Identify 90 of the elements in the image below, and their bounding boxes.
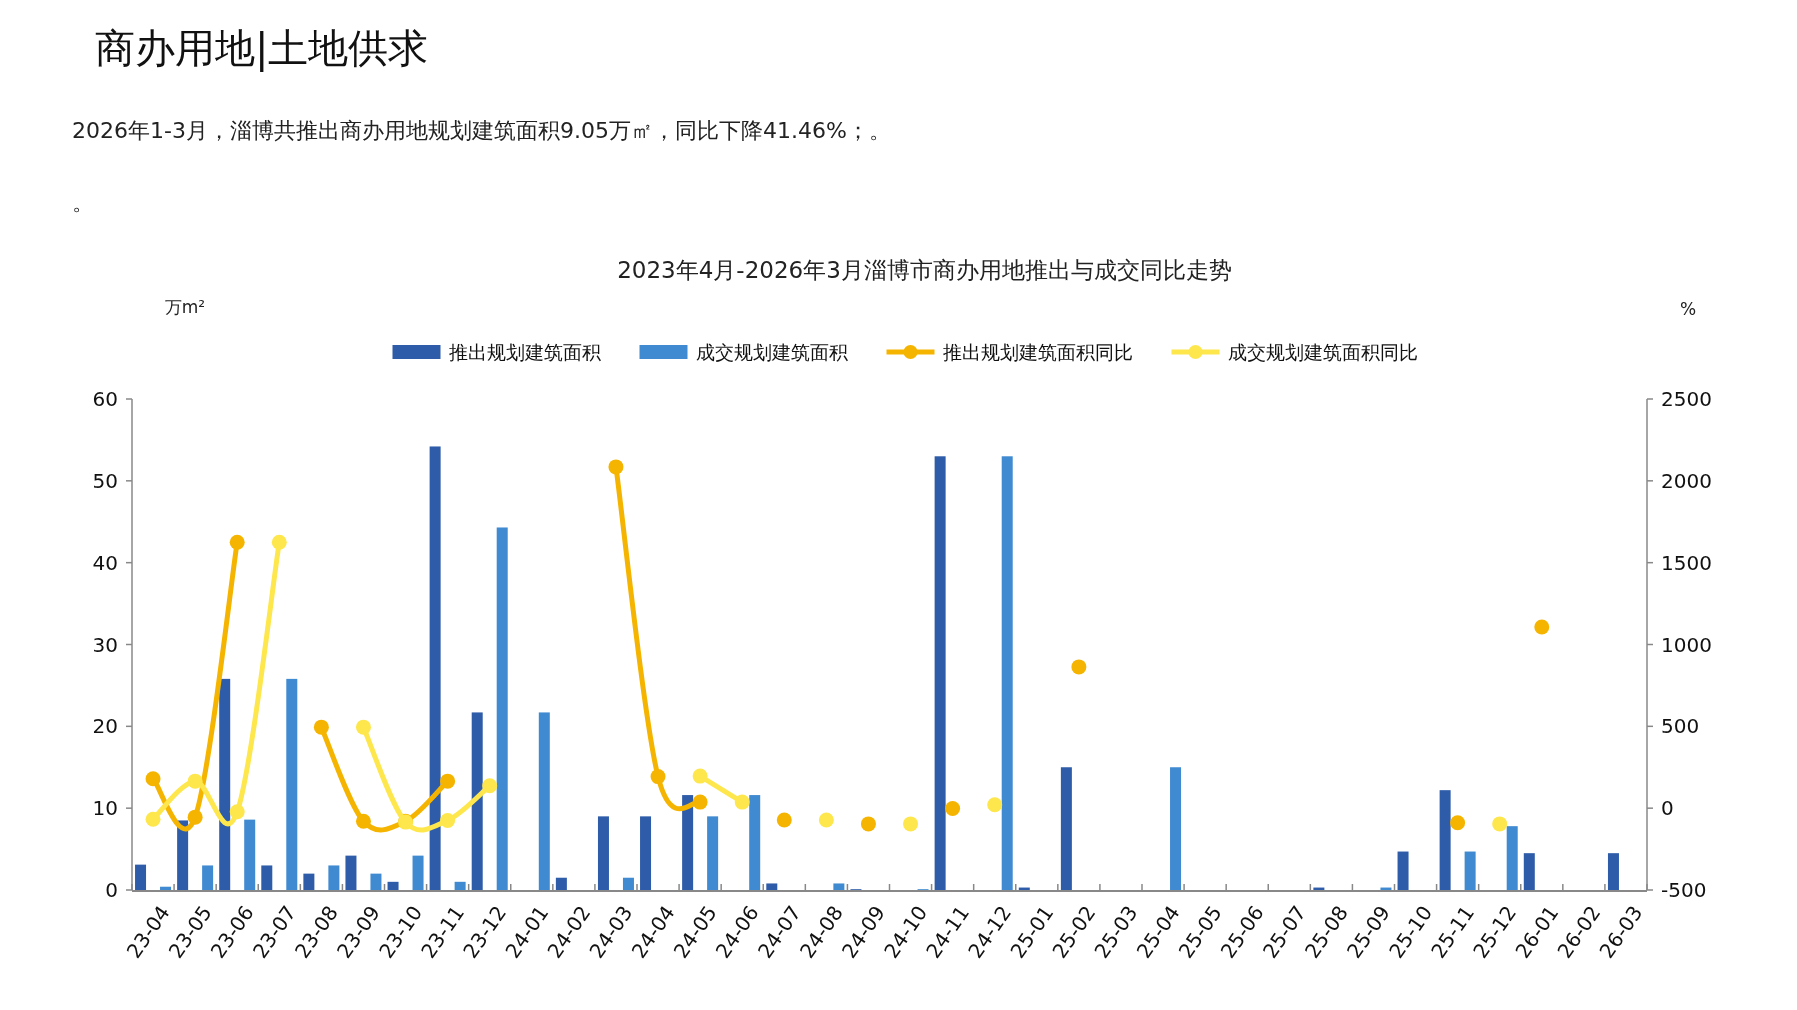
y-tick-label: 10: [92, 796, 118, 821]
bar: [202, 865, 214, 890]
y2-tick-label: 2000: [1661, 468, 1712, 493]
text: 商办用地|土地供求: [95, 25, 429, 72]
point: [229, 534, 245, 550]
bar: [412, 855, 424, 890]
bar: [219, 678, 231, 890]
point: [271, 534, 287, 550]
point: [650, 769, 666, 785]
bar: [707, 816, 719, 890]
bar: [454, 881, 466, 890]
point: [776, 812, 792, 828]
point: [692, 794, 708, 810]
point: [860, 816, 876, 832]
bar: [1523, 853, 1535, 890]
point: [734, 794, 750, 810]
bar: [261, 865, 273, 890]
point: [1450, 815, 1466, 831]
bar: [471, 712, 483, 890]
bar: [160, 886, 172, 890]
bar: [1170, 767, 1182, 890]
bar: [135, 864, 147, 890]
bar: [370, 873, 382, 890]
bar: [1060, 767, 1072, 890]
point: [482, 778, 498, 794]
bar: [1397, 851, 1409, 890]
y2-tick-label: 0: [1661, 796, 1674, 821]
point: [440, 773, 456, 789]
point: [987, 797, 1003, 813]
bar: [622, 877, 634, 890]
bar: [328, 865, 340, 890]
bar: [766, 883, 778, 890]
point: [1071, 659, 1087, 675]
point: [945, 800, 961, 816]
bar: [286, 678, 298, 890]
y-tick-label: 0: [105, 878, 118, 902]
bar: [640, 816, 652, 890]
bar: [244, 819, 256, 890]
point: [355, 813, 371, 829]
legend-label: 成交规划建筑面积: [695, 341, 848, 363]
bar: [429, 446, 441, 890]
point: [355, 719, 371, 735]
bar: [1506, 826, 1518, 890]
y-tick-label: 40: [92, 550, 118, 575]
bar: [1001, 456, 1013, 890]
bar: [682, 795, 694, 890]
bar: [538, 712, 550, 890]
bar: [1464, 851, 1476, 890]
bar: [496, 527, 508, 890]
point: [1534, 619, 1550, 635]
y-tick-label: 50: [92, 468, 118, 493]
chart-title: 2023年4月-2026年3月淄博市商办用地推出与成交同比走势: [617, 257, 1232, 283]
bar: [1607, 853, 1619, 890]
legend-label: 推出规划建筑面积: [448, 341, 601, 363]
point: [440, 812, 456, 828]
bar: [345, 855, 357, 890]
legend-label: 成交规划建筑面积同比: [1227, 341, 1418, 363]
y-tick-label: 20: [92, 714, 118, 739]
point: [313, 719, 329, 735]
point: [818, 812, 834, 828]
bar: [177, 820, 189, 890]
bar: [303, 873, 315, 890]
bar: [749, 795, 761, 890]
y2-tick-label: 1000: [1661, 632, 1712, 657]
y2-tick-label: 1500: [1661, 550, 1712, 575]
point: [1492, 816, 1508, 832]
point: [692, 768, 708, 784]
y2-tick-label: 500: [1661, 714, 1700, 739]
bar: [387, 881, 399, 890]
point: [903, 816, 919, 832]
text: 。: [72, 190, 94, 215]
y-axis-title: 万m²: [164, 297, 206, 317]
point: [145, 771, 161, 787]
point: [229, 804, 245, 820]
point: [187, 773, 203, 789]
point: [608, 459, 624, 475]
y-tick-label: 30: [92, 632, 118, 657]
bar: [934, 456, 946, 890]
bar: [1439, 790, 1451, 890]
point: [145, 811, 161, 827]
y-tick-label: 60: [92, 387, 118, 411]
legend-label: 推出规划建筑面积同比: [942, 341, 1133, 363]
bar: [555, 877, 567, 890]
bar: [833, 883, 845, 890]
point: [187, 809, 203, 825]
bar: [597, 816, 609, 890]
text: 2026年1-3月，淄博共推出商办用地规划建筑面积9.05万㎡，同比下降41.46%；。: [72, 118, 891, 143]
y2-axis-title: %: [1679, 299, 1697, 319]
y2-tick-label: -500: [1661, 878, 1707, 902]
y2-tick-label: 2500: [1661, 387, 1712, 411]
